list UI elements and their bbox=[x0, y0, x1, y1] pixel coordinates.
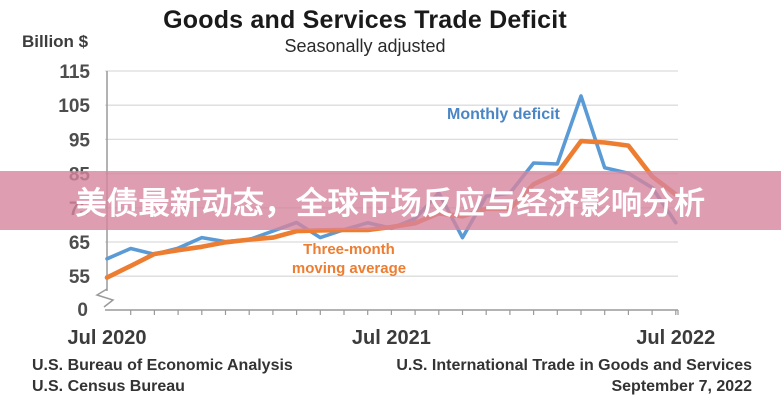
moving-average-label-line1: Three-month bbox=[303, 241, 395, 258]
source-agencies: U.S. Bureau of Economic Analysis U.S. Ce… bbox=[32, 355, 293, 397]
chart-subtitle: Seasonally adjusted bbox=[284, 36, 446, 56]
chart-title: Goods and Services Trade Deficit bbox=[163, 6, 567, 34]
x-axis-label-jul-2022: Jul 2022 bbox=[636, 327, 715, 349]
release-info: U.S. International Trade in Goods and Se… bbox=[396, 355, 752, 397]
monthly-deficit-series-label: Monthly deficit bbox=[447, 106, 560, 123]
y-tick-label-115: 115 bbox=[59, 62, 90, 83]
source-agency-bea: U.S. Bureau of Economic Analysis bbox=[32, 357, 293, 374]
release-date: September 7, 2022 bbox=[611, 378, 752, 395]
news-headline-banner: 美债最新动态，全球市场反应与经济影响分析 bbox=[0, 171, 781, 230]
release-title: U.S. International Trade in Goods and Se… bbox=[396, 357, 752, 374]
moving-average-label-line2: moving average bbox=[291, 260, 407, 277]
axis-break-squiggle bbox=[95, 288, 115, 308]
y-axis-unit-label: Billion $ bbox=[22, 32, 89, 51]
moving-average-series-label: Three-month moving average bbox=[284, 240, 414, 278]
y-tick-label-105: 105 bbox=[58, 96, 90, 117]
source-agency-census: U.S. Census Bureau bbox=[32, 378, 185, 395]
x-axis-label-jul-2020: Jul 2020 bbox=[68, 327, 147, 349]
x-axis-label-jul-2021: Jul 2021 bbox=[352, 327, 431, 349]
y-tick-label-95: 95 bbox=[69, 130, 91, 151]
y-tick-label-zero: 0 bbox=[77, 300, 88, 321]
news-headline-text: 美债最新动态，全球市场反应与经济影响分析 bbox=[75, 186, 706, 221]
y-tick-label-55: 55 bbox=[69, 267, 91, 288]
y-tick-label-65: 65 bbox=[69, 233, 91, 254]
